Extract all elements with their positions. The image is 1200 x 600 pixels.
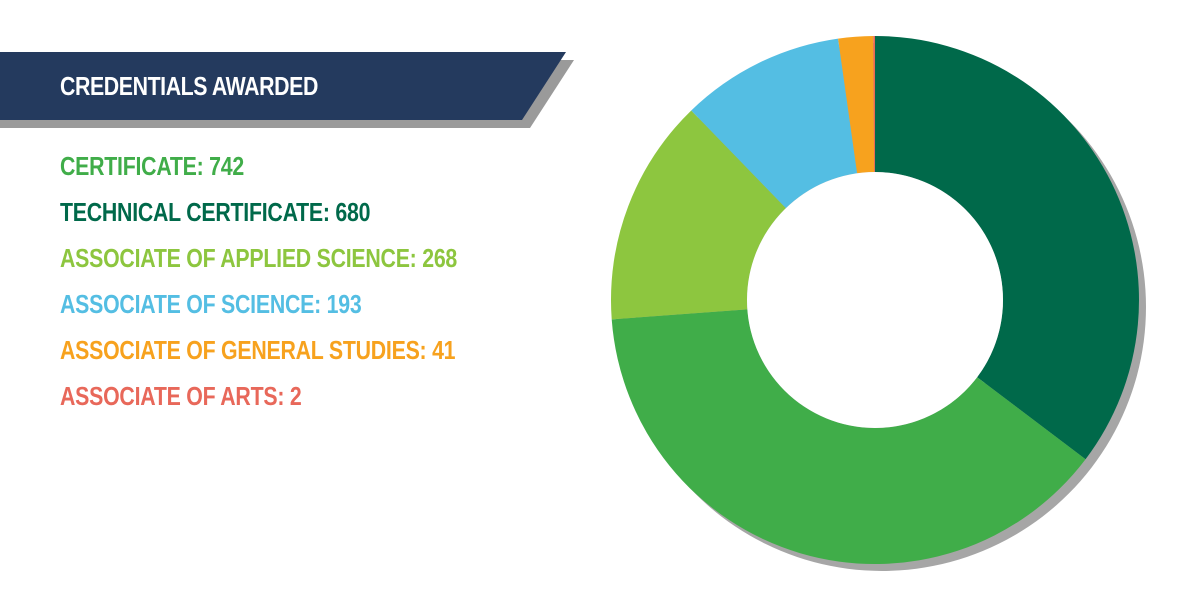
- donut-slice: [611, 309, 1086, 565]
- donut-slice: [691, 38, 858, 209]
- donut-hole: [747, 172, 1003, 428]
- legend: CERTIFICATE: 742 TECHNICAL CERTIFICATE: 6…: [60, 148, 544, 424]
- donut-chart: [611, 36, 1146, 571]
- donut-slice: [875, 36, 1139, 460]
- chart-title: CREDENTIALS AWARDED: [60, 71, 318, 101]
- banner-ribbon: [0, 52, 566, 120]
- legend-item: CERTIFICATE: 742: [60, 151, 245, 181]
- donut-slice: [611, 110, 786, 320]
- legend-item: ASSOCIATE OF ARTS: 2: [60, 381, 302, 411]
- legend-item: ASSOCIATE OF SCIENCE: 193: [60, 289, 362, 319]
- legend-item: TECHNICAL CERTIFICATE: 680: [60, 197, 371, 227]
- banner-shape: [0, 52, 574, 128]
- title-banner: CREDENTIALS AWARDED: [0, 52, 580, 128]
- donut-slice: [873, 36, 875, 173]
- donut-slice: [838, 36, 875, 174]
- legend-item: ASSOCIATE OF APPLIED SCIENCE: 268: [60, 243, 458, 273]
- legend-item: ASSOCIATE OF GENERAL STUDIES: 41: [60, 335, 456, 365]
